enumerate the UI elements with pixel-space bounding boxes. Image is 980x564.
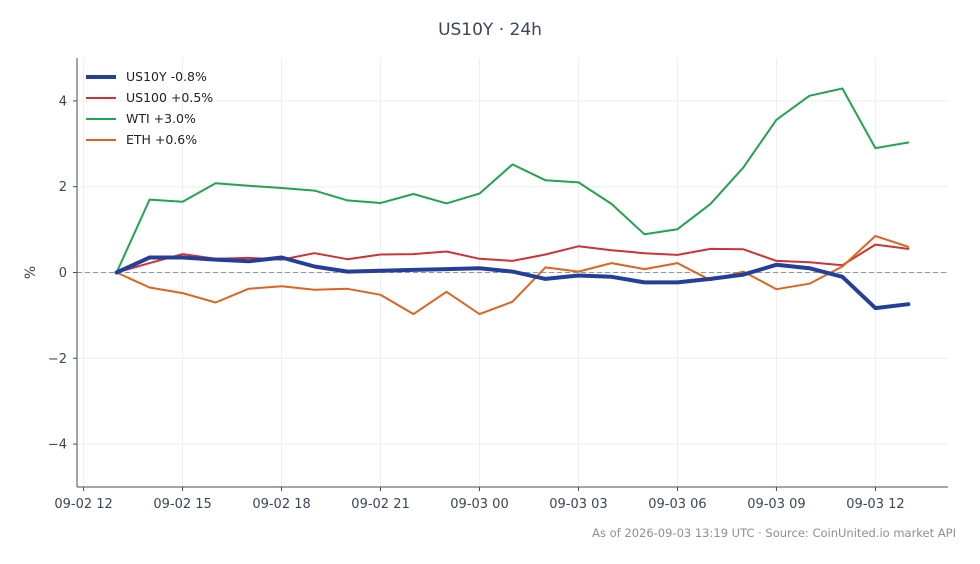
source-footer: As of 2026-09-03 13:19 UTC · Source: Coi…: [592, 526, 956, 540]
series-line-2: [115, 243, 910, 274]
x-tick-label: 09-03 03: [549, 497, 607, 512]
legend-swatch: [86, 117, 116, 120]
series-line-3: [115, 87, 910, 274]
legend-label: WTI +3.0%: [126, 111, 196, 126]
legend-swatch: [86, 74, 116, 79]
series-line-4: [115, 235, 910, 316]
y-tick-label: −4: [48, 438, 67, 453]
x-tick-label: 09-03 12: [846, 497, 904, 512]
x-tick-label: 09-03 09: [747, 497, 805, 512]
x-tick-label: 09-02 12: [54, 497, 112, 512]
y-tick-label: 0: [59, 266, 67, 281]
y-axis-label: %: [23, 266, 39, 279]
x-tick-label: 09-03 00: [450, 497, 508, 512]
y-tick-label: −2: [48, 352, 67, 367]
x-tick-label: 09-02 18: [252, 497, 310, 512]
legend-item: US10Y -0.8%: [86, 66, 213, 87]
x-tick-label: 09-02 21: [351, 497, 409, 512]
series-line-1: [114, 255, 911, 311]
legend-swatch: [86, 138, 116, 141]
legend-item: US100 +0.5%: [86, 87, 213, 108]
legend-label: US100 +0.5%: [126, 90, 214, 105]
legend-label: ETH +0.6%: [126, 132, 198, 147]
y-tick-label: 4: [59, 94, 67, 109]
y-tick-label: 2: [59, 180, 67, 195]
x-tick-label: 09-02 15: [153, 497, 211, 512]
legend-item: WTI +3.0%: [86, 108, 213, 129]
legend-swatch: [86, 96, 116, 99]
chart-legend: US10Y -0.8% US100 +0.5% WTI +3.0% ETH +0.6%: [86, 66, 213, 150]
legend-label: US10Y -0.8%: [126, 69, 207, 84]
chart-title: US10Y · 24h: [438, 20, 542, 40]
legend-item: ETH +0.6%: [86, 129, 213, 150]
x-tick-label: 09-03 06: [648, 497, 706, 512]
